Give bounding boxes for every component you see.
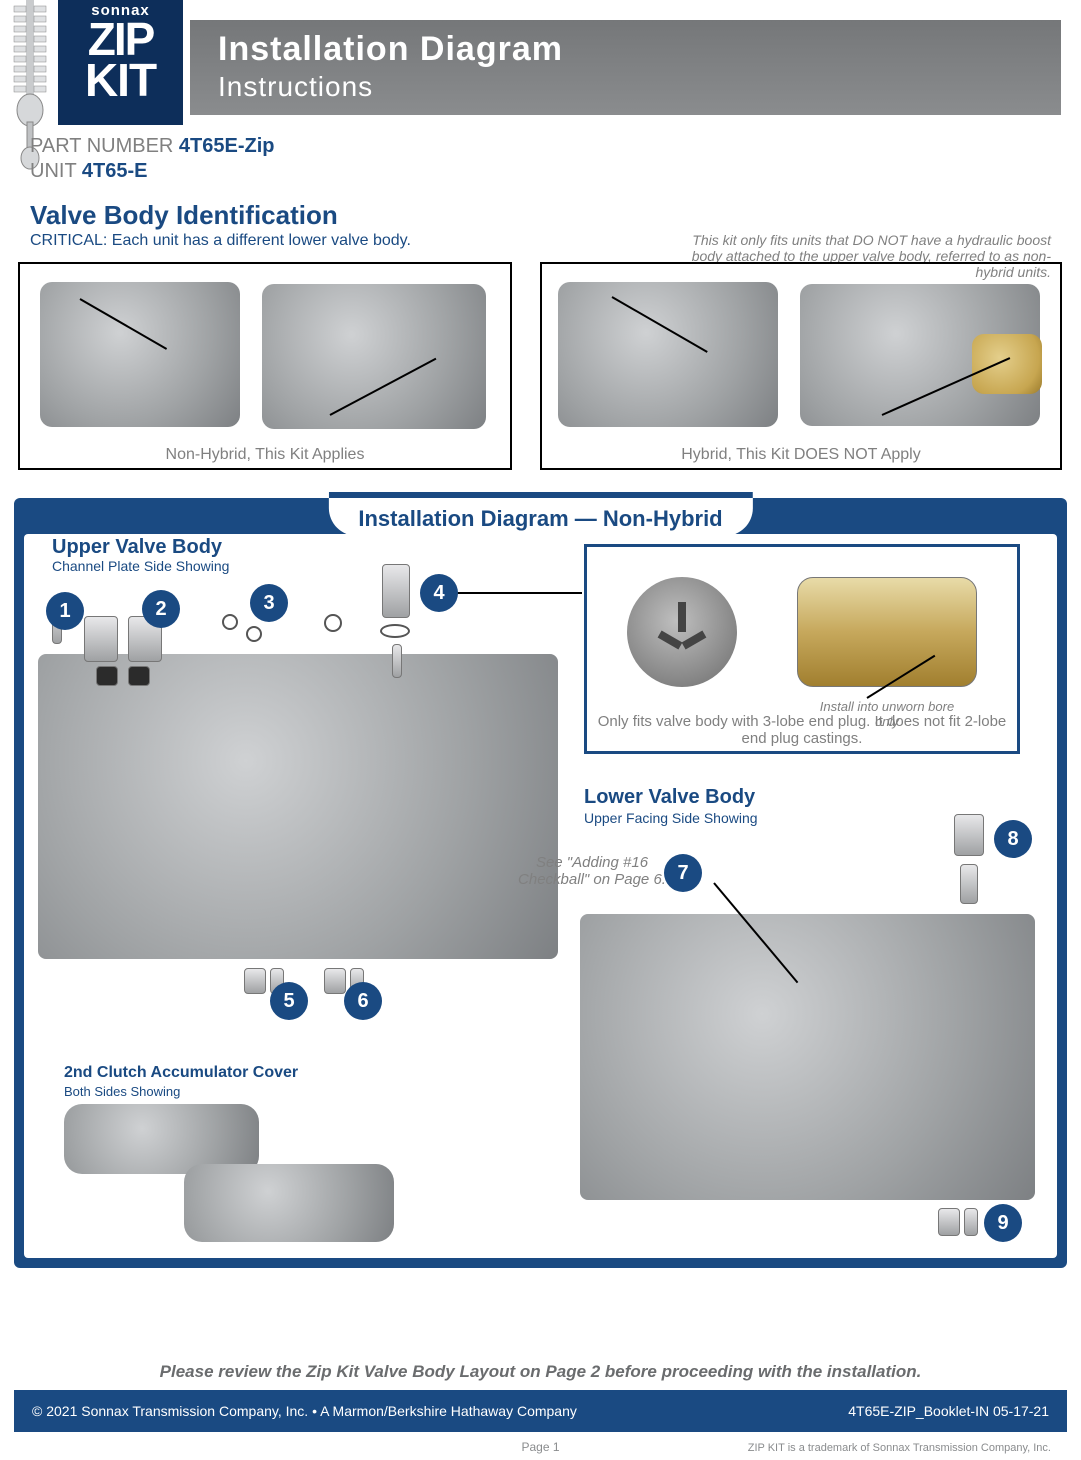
part-row: PART NUMBER 4T65E-Zip (30, 135, 275, 158)
callout-7: 7 (664, 854, 702, 892)
part-icon (960, 864, 978, 904)
part-icon (382, 564, 410, 618)
part-icon (96, 666, 118, 686)
unit-label: UNIT (30, 160, 76, 182)
casting-photo (262, 284, 486, 429)
lower-valve-body-photo (580, 914, 1035, 1200)
unit-row: UNIT 4T65-E (30, 160, 147, 183)
logo: sonnax ZIP KIT (40, 0, 190, 135)
logo-box: sonnax ZIP KIT (58, 0, 183, 125)
accum-cover-photo (184, 1164, 394, 1242)
part-icon (84, 616, 118, 662)
o-ring-icon (324, 614, 342, 632)
callout-5: 5 (270, 982, 308, 1020)
header-subtitle: Instructions (218, 71, 1033, 103)
id-box-caption: Hybrid, This Kit DOES NOT Apply (542, 446, 1060, 464)
trademark-line: ZIP KIT is a trademark of Sonnax Transmi… (748, 1442, 1051, 1454)
part-icon (128, 666, 150, 686)
part-icon (392, 644, 402, 678)
upper-valve-body-photo (38, 654, 558, 959)
callout-3: 3 (250, 584, 288, 622)
page-root: Installation Diagram Instructions (0, 0, 1081, 1460)
footer: © 2021 Sonnax Transmission Company, Inc.… (14, 1390, 1067, 1432)
solenoid-photo (797, 577, 977, 687)
snap-ring-icon (380, 624, 410, 638)
casting-photo (40, 282, 240, 427)
o-ring-icon (246, 626, 262, 642)
id-heading: Valve Body Identification (30, 200, 338, 231)
logo-line2: KIT (58, 60, 183, 101)
callout-2: 2 (142, 590, 180, 628)
review-line: Please review the Zip Kit Valve Body Lay… (0, 1362, 1081, 1382)
lower-title: Lower Valve Body (584, 786, 755, 809)
callout-8: 8 (994, 820, 1032, 858)
upper-title: Upper Valve Body (52, 536, 222, 559)
callout-6: 6 (344, 982, 382, 1020)
header-bar: Installation Diagram Instructions (190, 20, 1061, 115)
unit-value: 4T65-E (82, 160, 148, 182)
header-title: Installation Diagram (218, 30, 1033, 69)
part-label: PART NUMBER (30, 135, 173, 157)
id-box-caption: Non-Hybrid, This Kit Applies (20, 446, 510, 464)
callout-4: 4 (420, 574, 458, 612)
diagram-box: Installation Diagram — Non-Hybrid Upper … (14, 498, 1067, 1268)
part-icon (244, 968, 266, 994)
accum-sub: Both Sides Showing (64, 1084, 180, 1099)
accum-title: 2nd Clutch Accumulator Cover (64, 1064, 298, 1082)
id-box-hybrid: Hybrid, This Kit DOES NOT Apply (540, 262, 1062, 470)
footer-left: © 2021 Sonnax Transmission Company, Inc.… (32, 1403, 577, 1419)
o-ring-icon (222, 614, 238, 630)
diagram-inner: Upper Valve Body Channel Plate Side Show… (24, 534, 1057, 1258)
casting-photo (558, 282, 778, 427)
lower-sub: Upper Facing Side Showing (584, 810, 758, 826)
part-icon (938, 1208, 960, 1236)
inset-caption: Only fits valve body with 3-lobe end plu… (587, 713, 1017, 747)
footer-right: 4T65E-ZIP_Booklet-IN 05-17-21 (848, 1403, 1049, 1419)
callout-9: 9 (984, 1204, 1022, 1242)
endplug-inset: Install into unworn bore only Only fits … (584, 544, 1020, 754)
diagram-tab: Installation Diagram — Non-Hybrid (328, 492, 752, 536)
part-value: 4T65E-Zip (179, 135, 275, 157)
upper-sub: Channel Plate Side Showing (52, 558, 229, 574)
part-icon (964, 1208, 978, 1236)
endplug-3lobe-photo (627, 577, 737, 687)
checkball-label: See "Adding #16 Checkball" on Page 6. (507, 854, 677, 888)
id-sub: CRITICAL: Each unit has a different lowe… (30, 232, 411, 250)
part-icon (954, 814, 984, 856)
callout-1: 1 (46, 592, 84, 630)
casting-photo (972, 334, 1042, 394)
part-icon (324, 968, 346, 994)
id-box-nonhybrid: Non-Hybrid, This Kit Applies (18, 262, 512, 470)
